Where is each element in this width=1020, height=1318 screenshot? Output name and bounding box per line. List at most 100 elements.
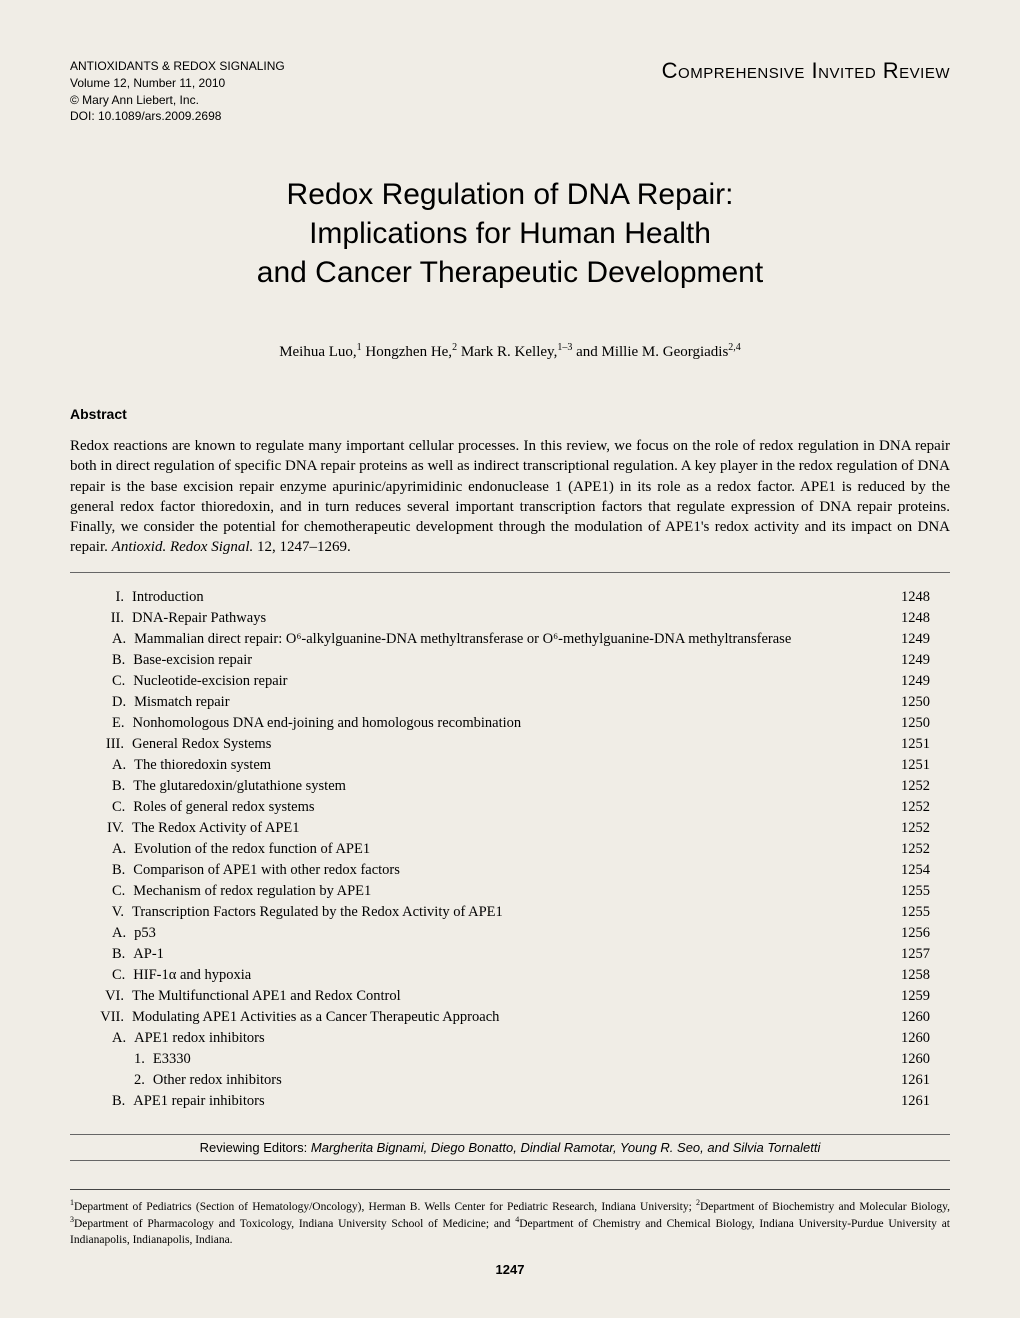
toc-number: B. (90, 650, 133, 671)
toc-row: VII.Modulating APE1 Activities as a Canc… (90, 1007, 930, 1028)
toc-page: 1260 (880, 1007, 930, 1028)
toc-number: C. (90, 881, 133, 902)
toc-label: Mismatch repair (134, 692, 880, 713)
toc-row: A.The thioredoxin system1251 (90, 755, 930, 776)
journal-volume: Volume 12, Number 11, 2010 (70, 75, 285, 92)
toc-label: The thioredoxin system (134, 755, 880, 776)
toc-page: 1261 (880, 1091, 930, 1112)
toc-label: The glutaredoxin/glutathione system (133, 776, 880, 797)
header-row: ANTIOXIDANTS & REDOX SIGNALING Volume 12… (70, 58, 950, 125)
toc-number: E. (90, 713, 132, 734)
toc-number: VII. (90, 1007, 132, 1028)
toc-row: C.Roles of general redox systems1252 (90, 797, 930, 818)
toc-page: 1252 (880, 776, 930, 797)
review-type: Comprehensive Invited Review (662, 58, 950, 84)
toc-label: p53 (134, 923, 880, 944)
toc-label: AP-1 (133, 944, 880, 965)
toc-label: Transcription Factors Regulated by the R… (132, 902, 880, 923)
toc-page: 1260 (880, 1049, 930, 1070)
divider (70, 572, 950, 573)
toc-label: The Redox Activity of APE1 (132, 818, 880, 839)
toc-number: B. (90, 944, 133, 965)
editors-prefix: Reviewing Editors: (200, 1140, 311, 1155)
toc-number: C. (90, 965, 133, 986)
toc-number: A. (90, 755, 134, 776)
toc-number: B. (90, 860, 133, 881)
toc-page: 1251 (880, 734, 930, 755)
toc-row: A.p531256 (90, 923, 930, 944)
toc-page: 1252 (880, 797, 930, 818)
editors-names: Margherita Bignami, Diego Bonatto, Dindi… (311, 1140, 820, 1155)
toc-row: IV.The Redox Activity of APE11252 (90, 818, 930, 839)
toc-row: 1.E33301260 (90, 1049, 930, 1070)
toc-label: Modulating APE1 Activities as a Cancer T… (132, 1007, 880, 1028)
toc-number: C. (90, 797, 133, 818)
toc-page: 1248 (880, 608, 930, 629)
toc-row: E.Nonhomologous DNA end-joining and homo… (90, 713, 930, 734)
toc-row: A.APE1 redox inhibitors1260 (90, 1028, 930, 1049)
toc-page: 1257 (880, 944, 930, 965)
toc-number: 1. (90, 1049, 153, 1070)
toc-page: 1249 (880, 629, 930, 650)
toc-label: Nonhomologous DNA end-joining and homolo… (132, 713, 880, 734)
toc-label: Comparison of APE1 with other redox fact… (133, 860, 880, 881)
toc-page: 1260 (880, 1028, 930, 1049)
toc-page: 1259 (880, 986, 930, 1007)
toc-label: Mammalian direct repair: O⁶-alkylguanine… (134, 629, 880, 650)
abstract-heading: Abstract (70, 406, 950, 422)
toc-number: D. (90, 692, 134, 713)
toc-label: APE1 redox inhibitors (134, 1028, 880, 1049)
table-of-contents: I.Introduction1248II.DNA-Repair Pathways… (70, 587, 950, 1112)
toc-row: B.Base-excision repair1249 (90, 650, 930, 671)
toc-row: 2.Other redox inhibitors1261 (90, 1070, 930, 1091)
toc-label: APE1 repair inhibitors (133, 1091, 880, 1112)
toc-row: III.General Redox Systems1251 (90, 734, 930, 755)
toc-number: VI. (90, 986, 132, 1007)
page-number: 1247 (70, 1262, 950, 1277)
toc-label: Base-excision repair (133, 650, 880, 671)
toc-page: 1252 (880, 818, 930, 839)
article-title: Redox Regulation of DNA Repair: Implicat… (70, 175, 950, 292)
toc-number: A. (90, 839, 134, 860)
toc-page: 1249 (880, 650, 930, 671)
journal-info: ANTIOXIDANTS & REDOX SIGNALING Volume 12… (70, 58, 285, 125)
title-line-2: Implications for Human Health (70, 214, 950, 253)
toc-page: 1256 (880, 923, 930, 944)
toc-label: Mechanism of redox regulation by APE1 (133, 881, 880, 902)
toc-label: HIF-1α and hypoxia (133, 965, 880, 986)
toc-row: B.Comparison of APE1 with other redox fa… (90, 860, 930, 881)
journal-name: ANTIOXIDANTS & REDOX SIGNALING (70, 58, 285, 75)
abstract-section: Abstract Redox reactions are known to re… (70, 406, 950, 558)
toc-number: IV. (90, 818, 132, 839)
toc-row: V.Transcription Factors Regulated by the… (90, 902, 930, 923)
toc-label: Nucleotide-excision repair (133, 671, 880, 692)
title-line-3: and Cancer Therapeutic Development (70, 253, 950, 292)
toc-label: DNA-Repair Pathways (132, 608, 880, 629)
toc-label: Introduction (132, 587, 880, 608)
toc-row: II.DNA-Repair Pathways1248 (90, 608, 930, 629)
abstract-pages: 12, 1247–1269. (253, 539, 351, 555)
toc-row: B.The glutaredoxin/glutathione system125… (90, 776, 930, 797)
toc-number: II. (90, 608, 132, 629)
toc-number: B. (90, 776, 133, 797)
toc-number: V. (90, 902, 132, 923)
toc-number: A. (90, 923, 134, 944)
toc-row: D.Mismatch repair1250 (90, 692, 930, 713)
reviewing-editors: Reviewing Editors: Margherita Bignami, D… (70, 1134, 950, 1161)
abstract-citation: Antioxid. Redox Signal. (112, 539, 254, 555)
toc-row: A.Evolution of the redox function of APE… (90, 839, 930, 860)
toc-label: Other redox inhibitors (153, 1070, 880, 1091)
toc-number: B. (90, 1091, 133, 1112)
toc-page: 1248 (880, 587, 930, 608)
toc-page: 1255 (880, 902, 930, 923)
authors: Meihua Luo,1 Hongzhen He,2 Mark R. Kelle… (70, 342, 950, 361)
toc-label: Evolution of the redox function of APE1 (134, 839, 880, 860)
toc-number: I. (90, 587, 132, 608)
toc-row: VI.The Multifunctional APE1 and Redox Co… (90, 986, 930, 1007)
toc-label: General Redox Systems (132, 734, 880, 755)
toc-row: B.APE1 repair inhibitors1261 (90, 1091, 930, 1112)
toc-row: B.AP-11257 (90, 944, 930, 965)
toc-page: 1250 (880, 713, 930, 734)
toc-page: 1249 (880, 671, 930, 692)
toc-page: 1255 (880, 881, 930, 902)
